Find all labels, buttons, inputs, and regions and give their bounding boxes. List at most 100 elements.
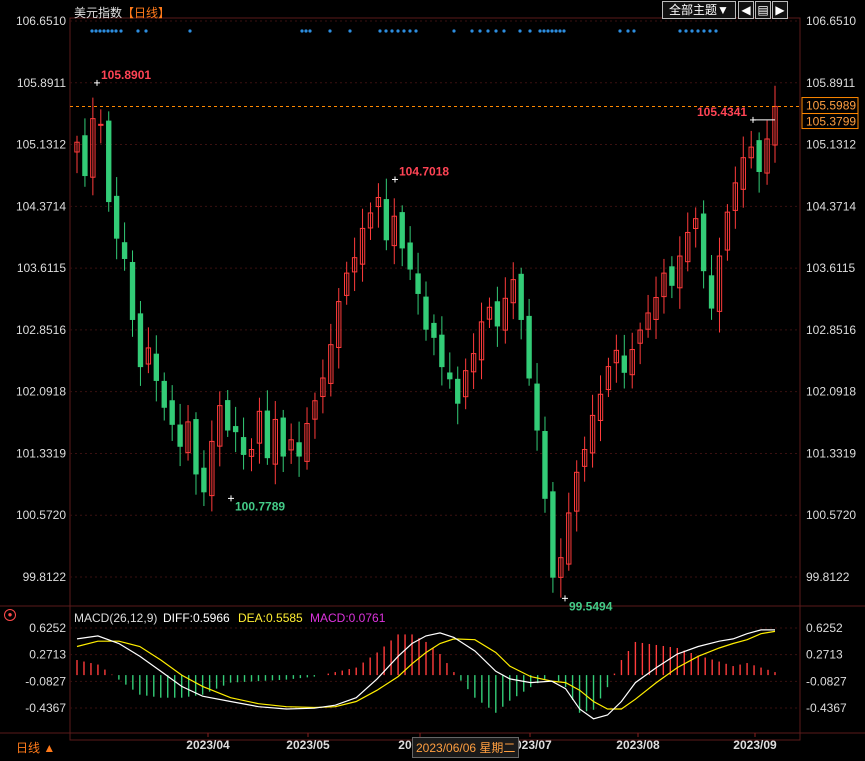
- signal-dot: [470, 29, 474, 33]
- extreme-label: 104.7018: [399, 164, 449, 178]
- candle-body: [605, 366, 612, 391]
- candle-body: [407, 242, 413, 270]
- candle-body: [502, 297, 508, 331]
- signal-dot: [562, 29, 566, 33]
- candle-body: [264, 410, 271, 459]
- time-tick-label: 2023/08: [616, 738, 660, 752]
- candle-body: [98, 123, 104, 126]
- candle-body: [312, 400, 318, 420]
- candle-body: [304, 423, 310, 462]
- close-price-label: 105.3799: [806, 115, 856, 129]
- signal-dot: [708, 29, 712, 33]
- candle-body: [383, 199, 390, 241]
- signal-dot: [684, 29, 688, 33]
- candle-body: [748, 146, 754, 159]
- candle-body: [344, 272, 350, 296]
- signal-dot: [702, 29, 706, 33]
- candle-body: [296, 442, 302, 457]
- candle-body: [328, 344, 334, 384]
- signal-dot: [452, 29, 456, 33]
- candle-body: [677, 255, 683, 289]
- macd-tick-label: -0.4367: [25, 701, 66, 715]
- signal-dot: [626, 29, 630, 33]
- candle-body: [581, 449, 588, 467]
- close-price-box: [801, 113, 859, 130]
- candle-body: [558, 557, 564, 578]
- time-tick-label: 2023/09: [733, 738, 777, 752]
- nav-right-icon[interactable]: ▶: [772, 1, 788, 19]
- price-tick-label-right: 99.8122: [806, 570, 850, 584]
- signal-dot: [304, 29, 308, 33]
- candle-body: [708, 275, 715, 309]
- candle-body: [462, 370, 469, 398]
- signal-dot: [618, 29, 622, 33]
- candle-body: [256, 410, 263, 444]
- signal-dot: [308, 29, 312, 33]
- last-price-label: 105.5989: [806, 99, 856, 113]
- theme-dropdown-button[interactable]: 全部主题▼: [662, 1, 736, 19]
- signal-dot: [518, 29, 522, 33]
- nav-left-icon[interactable]: ◀: [738, 1, 754, 19]
- price-tick-label: 104.3714: [16, 199, 66, 213]
- signal-dot: [486, 29, 490, 33]
- price-tick-label: 102.8516: [16, 323, 66, 337]
- price-tick-label-right: 104.3714: [806, 199, 856, 213]
- candle-body: [113, 195, 120, 239]
- macd-tick-label-right: 0.6252: [806, 621, 843, 635]
- candle-body: [613, 349, 620, 364]
- candle-body: [534, 383, 540, 431]
- price-tick-label: 105.1312: [16, 138, 66, 152]
- candle-body: [669, 266, 675, 286]
- candle-body: [415, 273, 421, 294]
- toolbar-icon[interactable]: ▤: [755, 1, 771, 19]
- candle-body: [137, 313, 144, 368]
- extreme-label: 99.5494: [569, 599, 613, 613]
- candle-body: [510, 279, 516, 304]
- signal-dot: [502, 29, 506, 33]
- candle-body: [145, 347, 152, 365]
- signal-dot: [396, 29, 400, 33]
- period-tab[interactable]: 日线 ▲: [16, 741, 56, 755]
- signal-dot: [106, 29, 110, 33]
- candle-body: [756, 140, 762, 172]
- candle-body: [621, 355, 627, 373]
- candle-body: [351, 257, 358, 273]
- candle-body: [367, 212, 374, 229]
- candle-body: [629, 349, 635, 376]
- candle-body: [447, 372, 453, 380]
- time-tick-label: 2023/05: [286, 738, 330, 752]
- signal-dot: [390, 29, 394, 33]
- price-tick-label-right: 106.6510: [806, 14, 856, 28]
- candle-body: [106, 120, 112, 203]
- signal-dot: [550, 29, 554, 33]
- signal-dot: [144, 29, 148, 33]
- candle-body: [518, 273, 524, 320]
- macd-label: MACD(26,12,9): [74, 611, 158, 625]
- price-tick-label-right: 103.6115: [806, 261, 855, 275]
- extreme-label: 100.7789: [235, 499, 285, 513]
- candle-body: [240, 437, 247, 455]
- signal-dot: [414, 29, 418, 33]
- signal-dot: [119, 29, 123, 33]
- signal-dot: [90, 29, 94, 33]
- candle-body: [740, 157, 746, 190]
- indicator-settings-icon[interactable]: ●: [4, 609, 16, 621]
- signal-dot: [538, 29, 542, 33]
- extreme-label: 105.4341: [697, 105, 747, 119]
- candle-body: [399, 212, 405, 249]
- price-tick-label: 101.3319: [16, 446, 66, 460]
- candle-body: [153, 353, 159, 381]
- signal-dot: [528, 29, 532, 33]
- signal-dot: [378, 29, 382, 33]
- candle-body: [423, 296, 429, 330]
- candle-body: [661, 272, 667, 298]
- signal-dot: [188, 29, 192, 33]
- candle-body: [320, 377, 326, 398]
- candle-body: [129, 262, 136, 320]
- candle-body: [550, 491, 556, 578]
- cursor-date-box: 2023/06/06 星期二: [412, 737, 520, 758]
- candle-body: [248, 449, 255, 457]
- diff-line: [76, 629, 775, 720]
- price-tick-label-right: 105.1312: [806, 138, 856, 152]
